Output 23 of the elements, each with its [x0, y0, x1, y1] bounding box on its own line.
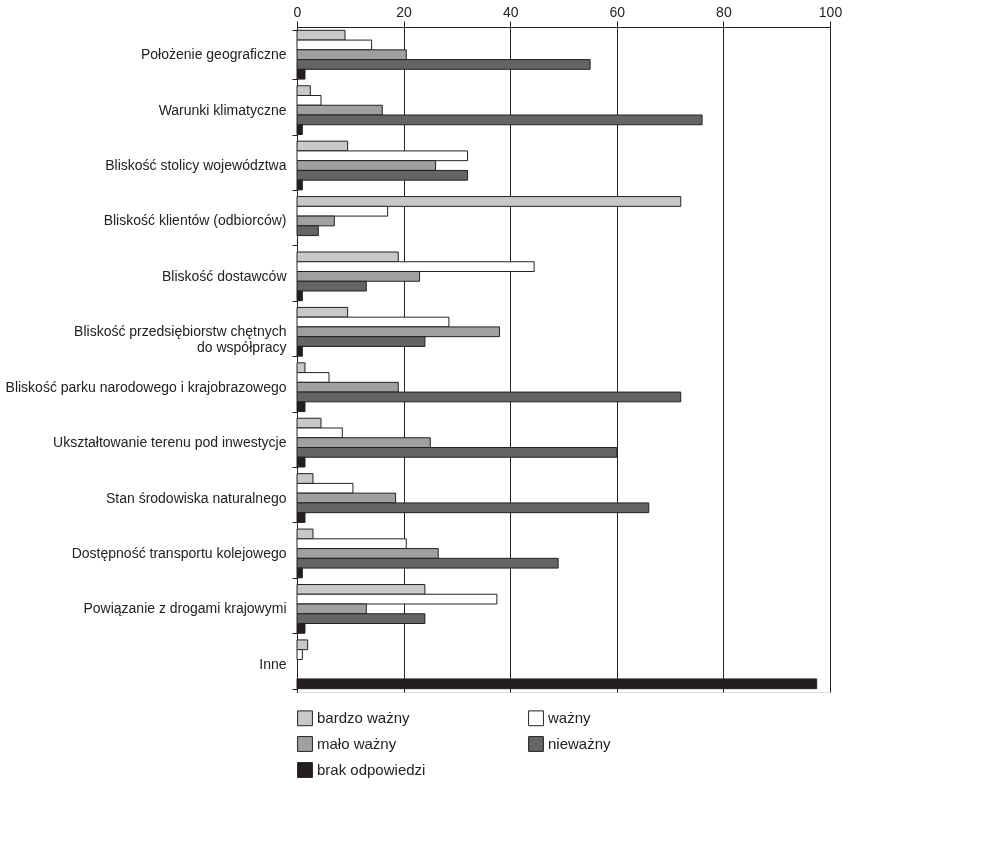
- x-tick-label: 60: [609, 3, 626, 20]
- x-tick-label: 100: [818, 3, 843, 20]
- y-tick-label: Warunki klimatyczne: [158, 101, 287, 118]
- y-tick-label: Bliskość klientów (odbiorców): [103, 212, 287, 229]
- y-tick-label: Bliskość parku narodowego i krajobrazowego: [5, 378, 287, 395]
- y-tick-label: Inne: [259, 655, 287, 672]
- y-tick-label: Ukształtowanie terenu pod inwestycje: [53, 434, 287, 451]
- y-tick-label: Stan środowiska naturalnego: [105, 489, 287, 506]
- y-tick-label: Bliskość stolicy województwa: [105, 157, 287, 174]
- legend-label: nieważny: [548, 735, 612, 752]
- x-tick-label: 40: [502, 3, 519, 20]
- legend-label: mało ważny: [317, 735, 397, 752]
- y-tick-label: Bliskość dostawców: [162, 267, 288, 284]
- x-tick-label: 80: [716, 3, 732, 20]
- y-tick-label: Położenie geograficzne: [140, 46, 287, 63]
- x-tick-label: 20: [396, 3, 413, 20]
- legend-label: brak odpowiedzi: [317, 761, 426, 778]
- x-tick-label: 0: [293, 3, 302, 20]
- y-tick-label: Dostępność transportu kolejowego: [71, 544, 287, 561]
- legend-label: ważny: [547, 709, 592, 727]
- legend-label: bardzo ważny: [317, 709, 411, 727]
- y-tick-label: Bliskość przedsiębiorstw chętnych do współpracy: [74, 323, 287, 356]
- y-tick-label: Powiązanie z drogami krajowymi: [83, 600, 287, 617]
